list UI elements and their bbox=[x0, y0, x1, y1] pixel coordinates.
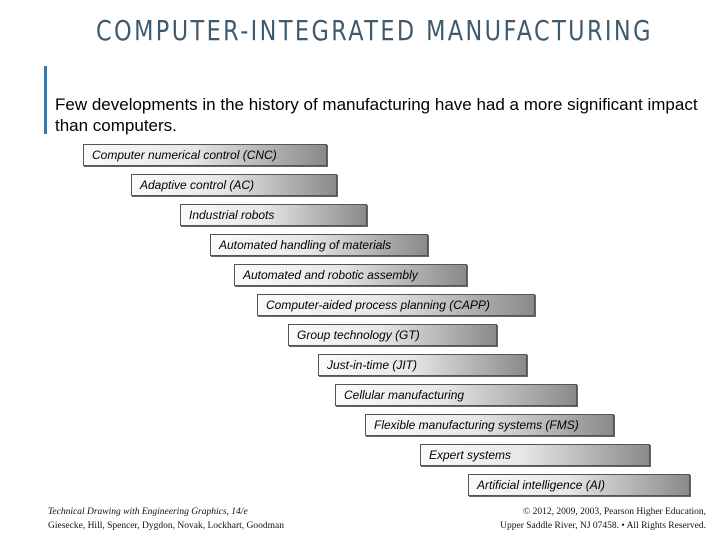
step-expert-systems: Expert systems bbox=[420, 444, 650, 466]
step-industrial-robots: Industrial robots bbox=[180, 204, 367, 226]
slide-title: COMPUTER-INTEGRATED MANUFACTURING bbox=[96, 14, 653, 47]
step-fms: Flexible manufacturing systems (FMS) bbox=[365, 414, 614, 436]
footer-book-title: Technical Drawing with Engineering Graph… bbox=[48, 507, 248, 517]
intro-text: Few developments in the history of manuf… bbox=[55, 95, 698, 135]
footer-copyright-line2: Upper Saddle River, NJ 07458. • All Righ… bbox=[500, 521, 706, 531]
step-cnc: Computer numerical control (CNC) bbox=[83, 144, 327, 166]
step-cellular-manufacturing: Cellular manufacturing bbox=[335, 384, 577, 406]
footer-citation: Technical Drawing with Engineering Graph… bbox=[48, 505, 284, 533]
step-automated-handling: Automated handling of materials bbox=[210, 234, 428, 256]
footer-authors: Giesecke, Hill, Spencer, Dygdon, Novak, … bbox=[48, 521, 285, 531]
step-robotic-assembly: Automated and robotic assembly bbox=[234, 264, 467, 286]
step-group-technology: Group technology (GT) bbox=[288, 324, 497, 346]
accent-bar bbox=[44, 66, 47, 134]
step-artificial-intelligence: Artificial intelligence (AI) bbox=[468, 474, 690, 496]
step-adaptive-control: Adaptive control (AC) bbox=[131, 174, 337, 196]
footer-copyright-line1: © 2012, 2009, 2003, Pearson Higher Educa… bbox=[523, 507, 706, 517]
step-just-in-time: Just-in-time (JIT) bbox=[318, 354, 527, 376]
footer-copyright: © 2012, 2009, 2003, Pearson Higher Educa… bbox=[500, 505, 706, 533]
step-capp: Computer-aided process planning (CAPP) bbox=[257, 294, 535, 316]
